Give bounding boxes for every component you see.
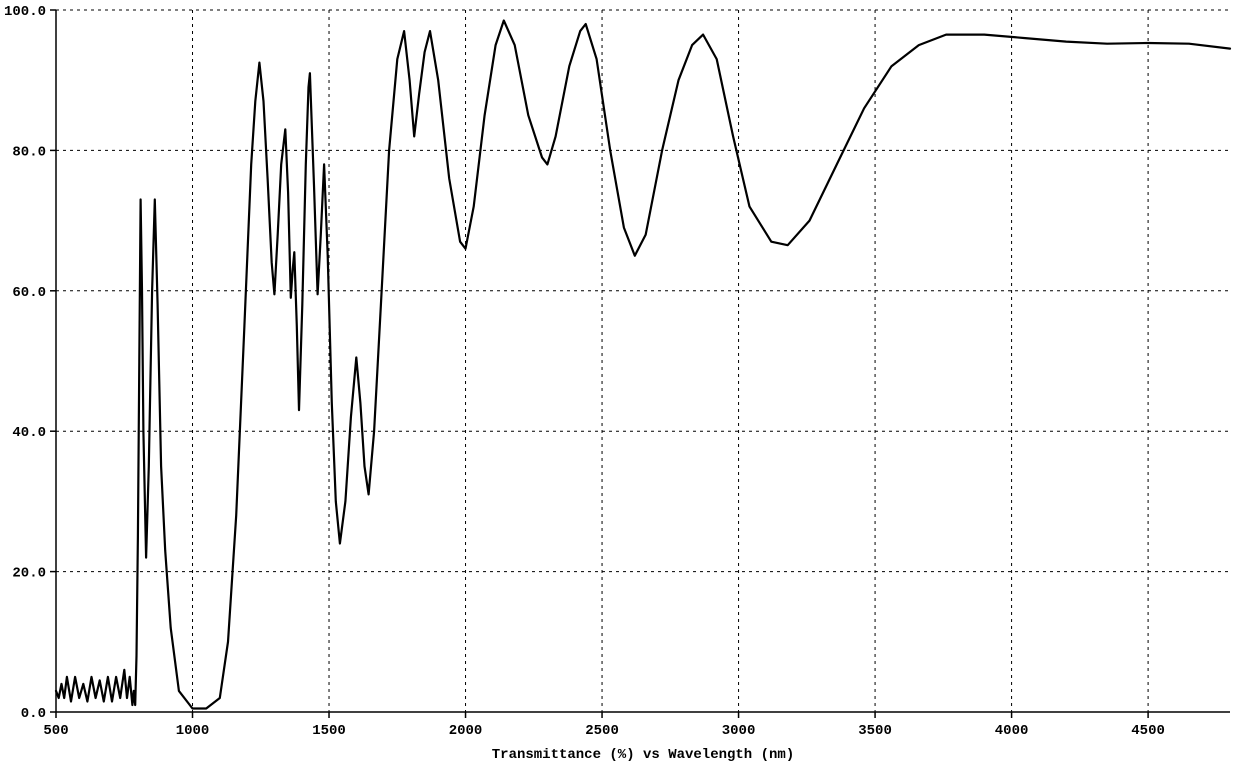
x-axis-label: Transmittance (%) vs Wavelength (nm) — [492, 747, 794, 763]
x-tick-label: 2000 — [449, 723, 483, 739]
transmittance-chart: 0.0 20.0 40.0 60.0 80.0 100.0 500 1000 1500 2000 2… — [0, 0, 1240, 764]
x-tick-label: 3000 — [722, 723, 756, 739]
x-tick-label: 1000 — [176, 723, 210, 739]
y-tick-label: 0.0 — [21, 706, 46, 722]
y-tick-label: 40.0 — [12, 425, 46, 441]
x-tick-label: 4500 — [1131, 723, 1165, 739]
y-tick-label: 100.0 — [4, 4, 46, 20]
chart-container: { "chart": { "type": "line", "width": 12… — [0, 0, 1240, 764]
plot-bg — [0, 0, 1240, 764]
x-tick-label: 3500 — [858, 723, 892, 739]
x-tick-label: 1500 — [312, 723, 346, 739]
x-tick-label: 500 — [43, 723, 68, 739]
x-tick-label: 2500 — [585, 723, 619, 739]
x-tick-label: 4000 — [995, 723, 1029, 739]
y-tick-label: 80.0 — [12, 144, 46, 160]
y-tick-label: 20.0 — [12, 566, 46, 582]
y-tick-label: 60.0 — [12, 285, 46, 301]
